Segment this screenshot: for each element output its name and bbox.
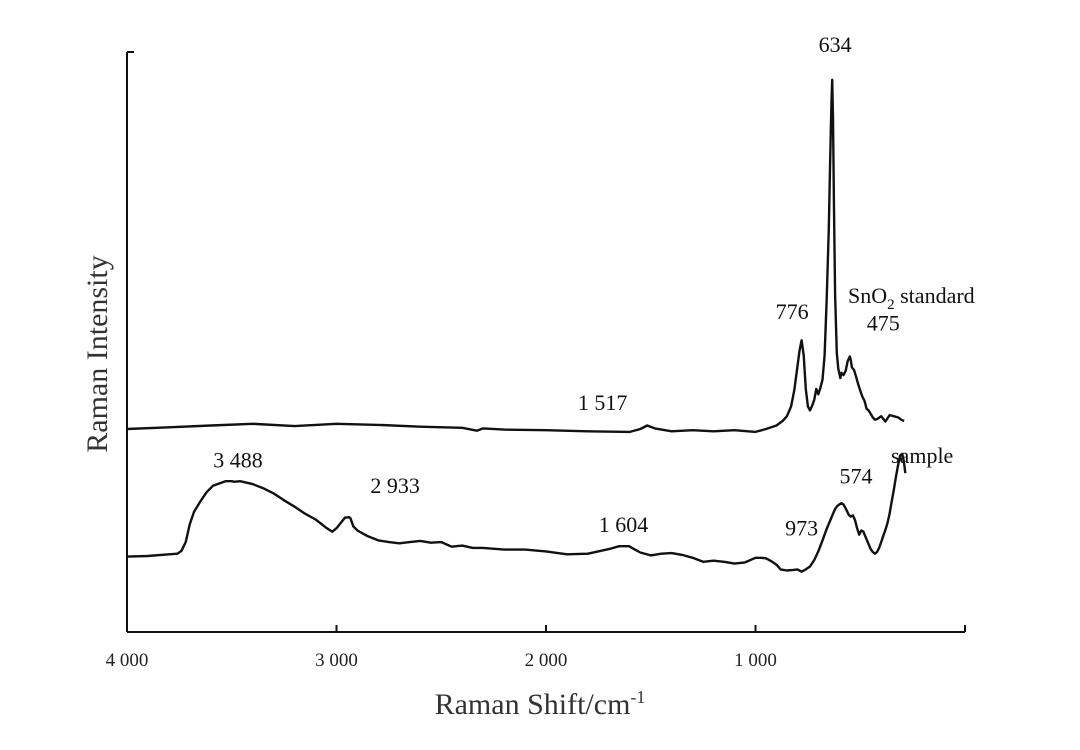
series-label-subscript: 2: [887, 297, 895, 313]
y-axis-title: Raman Intensity: [81, 255, 114, 452]
x-tick-label: 2 000: [525, 650, 568, 671]
peak-label: 634: [819, 32, 852, 57]
x-axis-title-main: Raman Shift/cm: [435, 688, 631, 721]
peak-label: 1 517: [578, 390, 628, 415]
peak-label: 973: [785, 516, 818, 541]
series-label-name: SnO: [848, 283, 887, 308]
sample-trace: [126, 452, 907, 573]
x-axis-title-sup: -1: [630, 687, 645, 707]
peak-label: 1 604: [599, 512, 649, 537]
peak-label: 3 488: [213, 447, 263, 472]
sno2-standard-trace: [126, 78, 905, 434]
peak-label: 2 933: [370, 473, 420, 498]
series-labels: SnO2 standard sample: [848, 283, 975, 468]
x-tick-label: 1 000: [734, 650, 777, 671]
peak-label: 776: [776, 299, 809, 324]
axes: 4 000 3 000 2 000 1 000: [106, 51, 966, 671]
peak-annotations: 634 776 475 1 517 3 488 2 933 1 604 973 574: [213, 32, 900, 541]
x-tick-label: 4 000: [106, 650, 149, 671]
series-traces: [126, 78, 907, 573]
peak-label: 475: [867, 310, 900, 335]
peak-label: 574: [840, 464, 873, 489]
series-label-sample: sample: [891, 443, 953, 468]
x-tick-label: 3 000: [315, 650, 358, 671]
x-axis-title: Raman Shift/cm-1: [435, 687, 646, 721]
series-label-suffix: standard: [895, 283, 975, 308]
series-label-sno2-standard: SnO2 standard: [848, 283, 975, 313]
